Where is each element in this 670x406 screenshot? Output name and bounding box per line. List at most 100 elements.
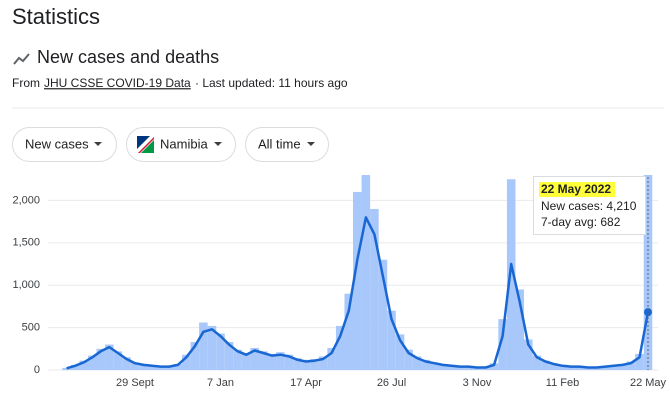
bar [464, 366, 473, 370]
bar [353, 191, 362, 370]
bar [293, 358, 302, 370]
bar [96, 348, 106, 370]
avg-line [66, 216, 650, 370]
chip-arrow [214, 142, 222, 146]
bar [541, 360, 550, 370]
y-tick-label: 500 [22, 322, 40, 334]
bar [361, 175, 371, 370]
x-tick-label: 17 Apr [290, 377, 322, 389]
chart: 0 500 1,000 1,500 2,000 29 Sept 7 Jan 17 Apr 26 … [12, 175, 667, 389]
chip-label[interactable]: All time [258, 136, 301, 151]
chip-arrow [307, 142, 315, 146]
bar [387, 310, 396, 370]
source-link[interactable]: JHU CSSE COVID-19 Data [44, 76, 191, 90]
bar [524, 339, 533, 370]
bar [378, 259, 388, 370]
bar [532, 355, 542, 370]
y-tick-label: 2,000 [12, 194, 40, 206]
x-tick-label: 3 Nov [463, 377, 492, 389]
bar [224, 342, 234, 370]
tooltip-line: New cases: 4,210 [541, 199, 637, 213]
bar [207, 325, 217, 370]
bar [635, 353, 644, 370]
source-prefix: From [12, 76, 40, 90]
bar [79, 360, 88, 370]
bar [190, 342, 200, 370]
bar [327, 347, 336, 370]
bar [395, 334, 405, 370]
bar [156, 366, 165, 370]
section-title: New cases and deaths [37, 47, 219, 67]
bar [344, 293, 354, 370]
bar [438, 364, 448, 370]
bar [370, 208, 379, 370]
chip-label[interactable]: New cases [25, 136, 89, 151]
bar [113, 351, 123, 370]
bar [447, 364, 456, 370]
updated: · Last updated: 11 hours ago [195, 76, 348, 90]
bar [404, 349, 413, 370]
y-tick-label: 1,500 [12, 237, 40, 249]
bar [173, 364, 183, 370]
chip[interactable] [12, 127, 117, 162]
bar [558, 364, 567, 370]
bar [122, 357, 131, 370]
bar [506, 179, 516, 370]
bar [429, 362, 439, 370]
highlight [539, 182, 615, 197]
bar [87, 355, 97, 370]
bar [233, 349, 242, 370]
bar [310, 358, 319, 370]
bar [626, 361, 636, 370]
bar [549, 363, 559, 370]
bar [318, 356, 328, 370]
bar [600, 366, 610, 370]
page-title: Statistics [12, 4, 100, 29]
trend-icon [13, 53, 30, 65]
bar [301, 359, 311, 370]
bar [105, 344, 114, 370]
x-tick-label: 22 May [630, 377, 667, 389]
bar [643, 175, 653, 371]
bar [421, 359, 430, 370]
bars [62, 175, 653, 371]
bar [335, 325, 345, 370]
bar [130, 362, 140, 370]
bar [455, 365, 465, 370]
flag [137, 136, 154, 153]
x-tick-label: 29 Sept [116, 377, 154, 389]
bar [216, 333, 225, 370]
bar [267, 353, 277, 370]
tooltip-line: 7-day avg: 682 [541, 215, 621, 229]
x-tick-label: 7 Jan [207, 377, 234, 389]
bar [147, 365, 157, 370]
y-tick-label: 1,000 [12, 279, 40, 291]
bar [62, 367, 71, 370]
bar [489, 363, 499, 370]
bar [250, 347, 259, 370]
bar [515, 289, 525, 370]
x-tick-label: 11 Feb [546, 377, 579, 389]
bar [182, 354, 191, 370]
chip-label[interactable]: Namibia [160, 136, 208, 151]
bar [284, 354, 294, 370]
bar [199, 322, 208, 370]
bar [609, 364, 619, 370]
chip[interactable] [245, 127, 329, 162]
bar [276, 352, 285, 370]
bar [618, 364, 627, 370]
bar [575, 366, 584, 370]
x-tick-label: 26 Jul [377, 377, 406, 389]
chip-arrow [94, 142, 102, 146]
bar [70, 364, 80, 370]
tooltip-date: 22 May 2022 [541, 182, 611, 196]
bar [258, 351, 268, 370]
hover-dot [644, 308, 652, 317]
bar [412, 356, 422, 370]
bar [498, 319, 507, 370]
bar [139, 364, 148, 370]
y-tick-label: 0 [34, 364, 40, 376]
bar [241, 353, 251, 370]
bar [164, 366, 174, 370]
